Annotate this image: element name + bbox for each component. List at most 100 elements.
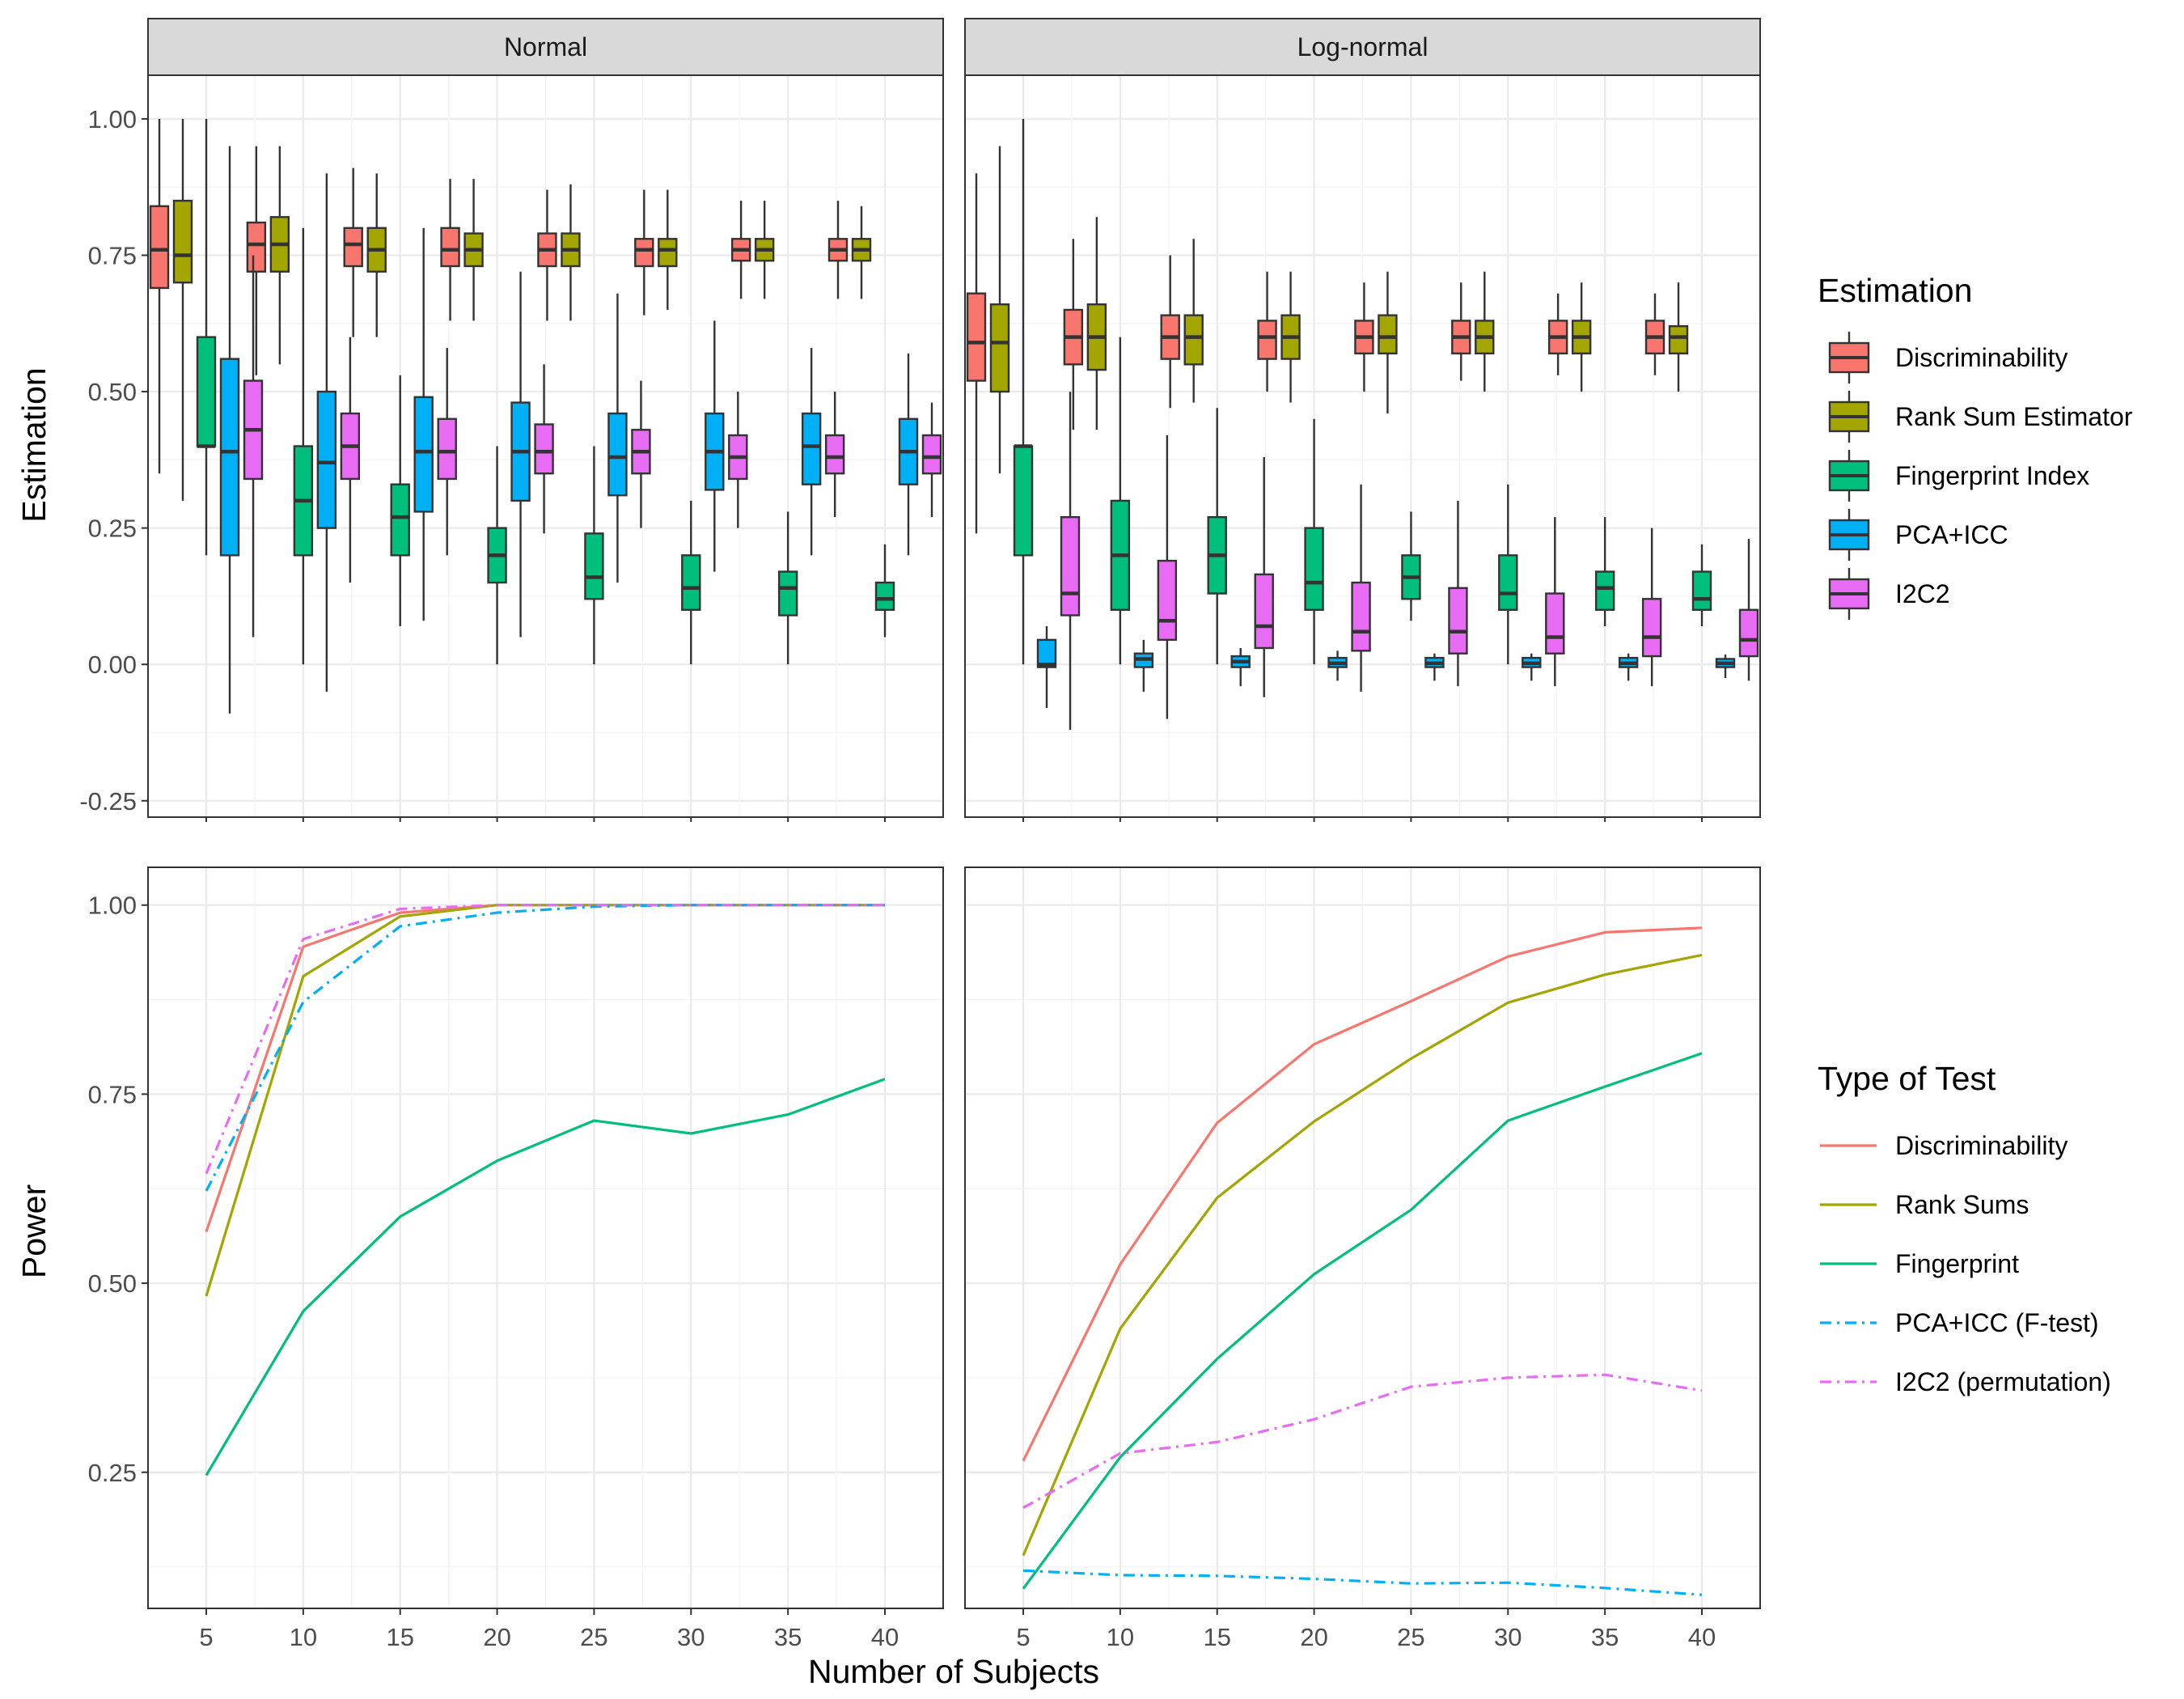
box-iqr	[343, 227, 363, 268]
box-iqr	[1668, 324, 1689, 355]
legend-test-item-fingerprint: Fingerprint	[1820, 1249, 2019, 1278]
box-iqr	[874, 581, 895, 611]
line-series-rank-sums	[1022, 953, 1703, 1557]
panel-border	[964, 866, 1761, 1609]
box-i2c2-n20	[1351, 484, 1371, 692]
x-tick-label: 30	[677, 1623, 705, 1651]
box-fingerprint-index-n25	[584, 446, 604, 665]
legend-estimation-label: Rank Sum Estimator	[1895, 402, 2133, 431]
gridlines	[965, 75, 1760, 817]
box-fingerprint-index-n15	[1207, 408, 1227, 665]
legend-test-item-i2c2-permutation: I2C2 (permutation)	[1820, 1367, 2111, 1396]
box-pca-icc-n10	[1133, 639, 1154, 692]
box-iqr	[390, 483, 410, 557]
box-discriminability-n30	[1451, 282, 1471, 381]
panel-2: 0.25 0.50 0.75 1.00 5 10 15 20 25 30 35 40	[88, 866, 944, 1651]
box-iqr	[1157, 559, 1178, 642]
box-fingerprint-index-n10	[293, 227, 314, 665]
box-iqr	[440, 227, 460, 268]
box-i2c2-n10	[1157, 435, 1178, 719]
box-i2c2-n30	[1545, 517, 1565, 687]
box-series-fingerprint-index	[196, 118, 895, 665]
box-iqr	[1060, 515, 1081, 616]
box-rank-sum-estimator-n35	[1571, 282, 1592, 392]
box-fingerprint-index-n15	[390, 375, 410, 627]
box-pca-icc-n5	[219, 146, 240, 714]
legend-test-label: I2C2 (permutation)	[1895, 1367, 2111, 1396]
box-rank-sum-estimator-n40	[1668, 282, 1689, 392]
legend-test-title: Type of Test	[1818, 1060, 1996, 1097]
box-iqr	[1351, 581, 1371, 652]
box-fingerprint-index-n5	[1013, 118, 1034, 665]
box-i2c2-n5	[243, 255, 264, 638]
panel-0: Normal -0.25 0.00 0.25 0.50 0.75 1.00	[79, 18, 944, 822]
box-iqr	[219, 358, 240, 557]
box-discriminability-n20	[1257, 271, 1277, 392]
legend-estimation-label: PCA+ICC	[1895, 520, 2008, 549]
box-series-pca-icc	[1036, 626, 1736, 709]
box-i2c2-n35	[824, 392, 845, 518]
box-iqr	[1378, 314, 1398, 355]
box-iqr	[824, 434, 845, 475]
box-pca-icc-n35	[801, 348, 822, 556]
strip-label-text: Log-normal	[1297, 32, 1428, 61]
box-discriminability-n30	[634, 189, 654, 316]
line-series-pca-icc-f-test	[205, 904, 885, 1192]
box-fingerprint-index-n30	[681, 500, 701, 665]
x-tick-label: 20	[1300, 1623, 1327, 1651]
box-discriminability-n35	[1547, 293, 1568, 375]
x-tick-label: 5	[1016, 1623, 1030, 1651]
box-iqr	[413, 396, 434, 513]
x-tick-label: 30	[1494, 1623, 1522, 1651]
box-discriminability-n40	[827, 201, 849, 299]
y-tick-label: 0.75	[88, 242, 137, 270]
box-rank-sum-estimator-n25	[561, 184, 581, 321]
box-discriminability-n40	[1644, 293, 1666, 375]
strip-label-text: Normal	[504, 32, 587, 61]
box-rank-sum-estimator-n35	[754, 201, 775, 299]
box-fingerprint-index-n20	[1304, 418, 1324, 665]
box-iqr	[196, 336, 217, 447]
legend-estimation-label: I2C2	[1895, 579, 1950, 608]
box-rank-sum-estimator-n25	[1378, 271, 1398, 414]
line-series-i2c2-permutation	[1022, 1373, 1703, 1510]
box-discriminability-n10	[246, 146, 267, 375]
legend-estimation-label: Fingerprint Index	[1895, 461, 2089, 490]
legend-test-item-discriminability: Discriminability	[1820, 1131, 2068, 1160]
gridlines	[965, 867, 1760, 1608]
box-iqr	[658, 238, 678, 268]
y-tick-label: 0.50	[88, 1269, 137, 1298]
box-rank-sum-estimator-n30	[1475, 271, 1495, 392]
box-iqr	[149, 205, 170, 290]
box-i2c2-n40	[1738, 539, 1759, 681]
box-iqr	[1036, 638, 1057, 668]
legend-estimation-item-rank-sum-estimator: Rank Sum Estimator	[1826, 388, 2133, 446]
box-rank-sum-estimator-n10	[1086, 217, 1107, 430]
box-discriminability-n5	[149, 118, 170, 474]
panels-layer: Normal -0.25 0.00 0.25 0.50 0.75 1.00 Log-norma…	[79, 18, 1761, 1651]
box-pca-icc-n15	[1230, 647, 1251, 687]
box-pca-icc-n25	[607, 293, 628, 583]
box-iqr	[1594, 570, 1615, 611]
x-tick-label: 5	[199, 1623, 213, 1651]
box-fingerprint-index-n25	[1401, 511, 1421, 621]
box-fingerprint-index-n5	[196, 118, 217, 556]
box-iqr	[1183, 314, 1204, 366]
box-series-i2c2	[243, 255, 942, 638]
x-tick-label: 25	[1397, 1623, 1424, 1651]
box-fingerprint-index-n40	[874, 544, 895, 638]
box-iqr	[634, 238, 654, 268]
box-iqr	[1641, 598, 1662, 658]
box-i2c2-n15	[437, 348, 457, 556]
box-iqr	[801, 412, 822, 485]
box-discriminability-n35	[730, 201, 751, 299]
box-rank-sum-estimator-n15	[366, 173, 387, 337]
box-discriminability-n5	[966, 173, 987, 534]
legend-test-item-rank-sums: Rank Sums	[1820, 1190, 2029, 1219]
box-iqr	[607, 412, 628, 497]
panel-border	[147, 866, 944, 1609]
box-iqr	[1013, 445, 1034, 557]
box-fingerprint-index-n35	[777, 511, 798, 665]
box-iqr	[316, 390, 337, 529]
